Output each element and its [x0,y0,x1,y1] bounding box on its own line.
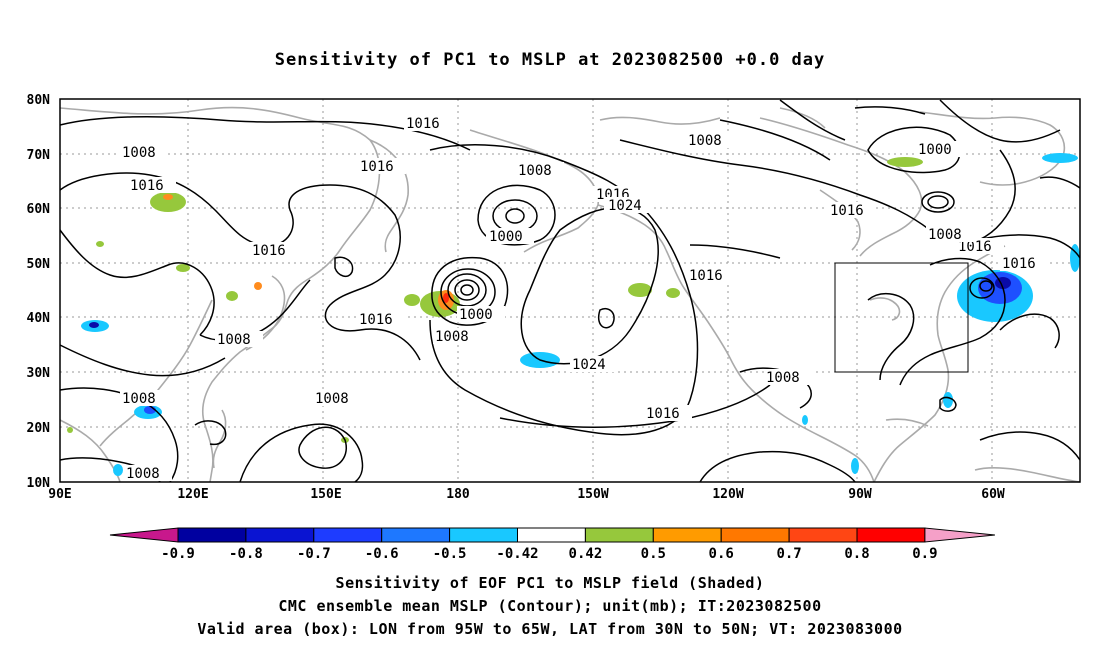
shade-negative-strong [89,322,99,328]
contour-label: 1008 [122,145,156,161]
map-frame [59,98,1081,483]
colorbar-segment [313,527,383,543]
contour-label: 1000 [918,142,952,158]
contour-label: 1016 [646,406,680,422]
colorbar-segment [584,527,654,543]
shade-positive [150,192,186,212]
lon-label: 120W [712,487,743,502]
colorbar-end-high [924,527,995,543]
shade-positive [628,283,652,297]
lon-label: 150E [310,487,341,502]
lon-label: 90E [48,487,71,502]
contour-label: 1008 [518,163,552,179]
colorbar-segment [449,527,519,543]
lon-label: 120E [177,487,208,502]
shade-negative [113,464,123,476]
chart-title: Sensitivity of PC1 to MSLP at 2023082500… [274,50,826,70]
colorbar-tick-label: 0.6 [709,546,734,562]
contour-label: 1000 [459,307,493,323]
lon-axis: 90E 120E 150E 180 150W 120W 90W 60W [48,487,1005,502]
colorbar-tick-label: -0.5 [433,546,467,562]
colorbar-segment [245,527,315,543]
lat-label: 30N [27,366,51,381]
lon-label: 180 [446,487,470,502]
colorbar-end-low [109,527,179,543]
colorbar-tick-label: 0.5 [641,546,666,562]
shaded-sensitivity [67,153,1080,476]
shade-positive [96,241,104,247]
colorbar-tick-label: 0.7 [776,546,801,562]
shade-positive-strong [443,293,449,303]
lat-label: 20N [27,421,51,436]
colorbar-tick-label: -0.42 [496,546,538,562]
colorbar-tick-label: -0.9 [161,546,195,562]
lat-label: 40N [27,311,51,326]
caption-valid-area: Valid area (box): LON from 95W to 65W, L… [197,620,903,638]
colorbar-tick-label: 0.8 [844,546,869,562]
lon-label: 150W [577,487,608,502]
contour-label: 1008 [766,370,800,386]
lat-label: 70N [27,148,51,163]
colorbar-segment [381,527,451,543]
contour-label: 1016 [1002,256,1036,272]
colorbar-segment [720,527,790,543]
colorbar-segment [856,527,926,543]
colorbar: -0.9 -0.8 -0.7 -0.6 -0.5 -0.42 0.42 0.5 0.6 0.7 0.… [109,527,995,562]
shade-positive [67,427,73,433]
colorbar-tick-label: -0.6 [365,546,399,562]
shade-positive [226,291,238,301]
contour-label: 1024 [572,357,606,373]
mslp-contours [59,99,1081,483]
shade-positive [887,157,923,167]
colorbar-tick-label: 0.42 [569,546,603,562]
lat-label: 10N [27,476,51,491]
shade-positive-strong [254,282,262,290]
lat-label: 80N [27,93,51,108]
shade-negative [943,392,953,408]
colorbar-tick-label: 0.9 [912,546,937,562]
shade-positive-strong [163,194,173,200]
contour-label: 1008 [928,227,962,243]
shade-negative [802,415,808,425]
shade-negative [851,458,859,474]
shade-positive [176,264,190,272]
contour-label: 1016 [130,178,164,194]
contour-label: 1016 [360,159,394,175]
coastlines [59,106,1081,483]
shade-negative [1042,153,1078,163]
shade-positive [404,294,420,306]
contour-label: 1008 [688,133,722,149]
contour-label: 1000 [489,229,523,245]
colorbar-segment [652,527,722,543]
contour-label: 1008 [122,391,156,407]
contour-label: 1016 [689,268,723,284]
contour-label: 1016 [958,239,992,255]
colorbar-tick-label: -0.7 [297,546,331,562]
lat-label: 50N [27,257,51,272]
caption-contour: CMC ensemble mean MSLP (Contour); unit(m… [278,597,822,615]
caption-shaded: Sensitivity of EOF PC1 to MSLP field (Sh… [335,574,765,592]
contour-label: 1016 [406,116,440,132]
lon-label: 60W [981,487,1005,502]
contour-label: 1024 [608,198,642,214]
colorbar-tick-label: -0.8 [229,546,263,562]
contour-label: 1008 [126,466,160,482]
shade-negative [1070,244,1080,272]
colorbar-segment [177,527,247,543]
contour-label: 1008 [217,332,251,348]
contour-label: 1016 [252,243,286,259]
lat-label: 60N [27,202,51,217]
valid-area-box [834,262,969,373]
shade-positive [666,288,680,298]
contour-label: 1016 [359,312,393,328]
contour-label: 1008 [315,391,349,407]
lat-axis: 80N 70N 60N 50N 40N 30N 20N 10N [27,93,51,491]
contour-label: 1008 [435,329,469,345]
contour-label: 1016 [830,203,864,219]
contour-labels: 1016 1008 1016 1016 1008 1016 1024 1000 … [120,115,1048,482]
lon-label: 90W [848,487,872,502]
colorbar-segment [788,527,858,543]
colorbar-segment [517,527,586,543]
